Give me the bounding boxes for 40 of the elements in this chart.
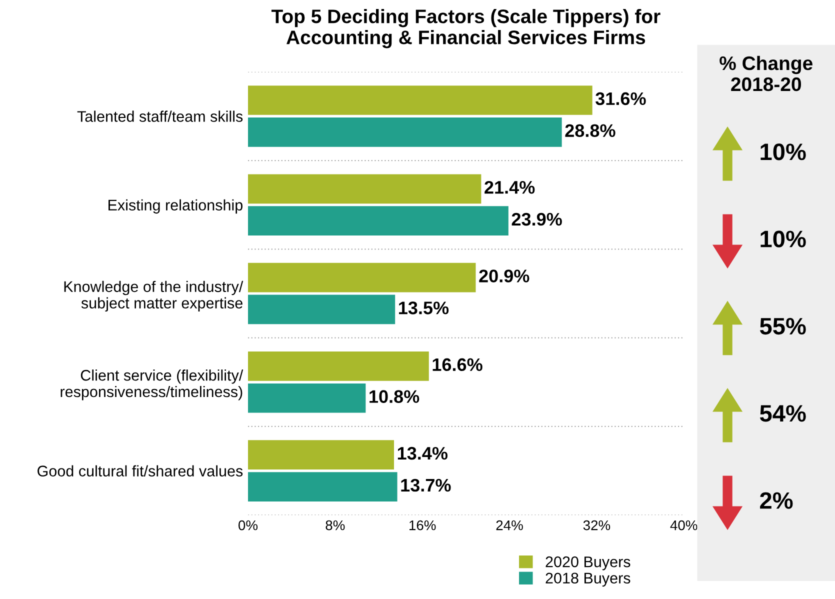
bar xyxy=(248,262,476,292)
data-label: 13.4% xyxy=(398,446,448,460)
bar xyxy=(248,440,394,470)
data-label: 23.9% xyxy=(512,212,562,226)
bar xyxy=(248,86,592,115)
bar xyxy=(248,117,562,147)
data-label: 20.9% xyxy=(479,270,530,282)
text: % Change 2018-20 xyxy=(720,56,812,92)
data-label: 28.8% xyxy=(565,124,616,138)
bar xyxy=(248,472,398,502)
bar xyxy=(248,206,508,236)
y-tick-label: Existing relationship xyxy=(108,199,242,214)
text: 54% xyxy=(760,405,806,422)
legend-label: 2020 Buyers xyxy=(546,556,630,570)
bar xyxy=(248,294,396,324)
x-tick-label: 8% xyxy=(326,520,345,530)
x-tick-label: 0% xyxy=(238,520,258,530)
y-tick-label: Knowledge of the industry/ subject matter expertise xyxy=(64,280,244,312)
bar xyxy=(248,383,366,413)
x-tick-label: 24% xyxy=(496,520,523,530)
y-tick-label: Talented staff/team skills xyxy=(77,110,243,122)
chart-title: Top 5 Deciding Factors (Scale Tippers) for Accounting & Financial Services Firms xyxy=(271,8,660,48)
data-label: 13.7% xyxy=(401,478,451,492)
text: 55% xyxy=(760,318,806,335)
y-tick-label: Client service (flexibility/ responsiveness/timeliness) xyxy=(60,370,244,400)
legend-label: 2018 Buyers xyxy=(546,572,630,587)
bar xyxy=(248,352,429,381)
data-label: 31.6% xyxy=(596,92,646,106)
text: 10% xyxy=(760,230,806,248)
text: 2% xyxy=(760,492,793,509)
x-tick-label: 40% xyxy=(670,520,698,530)
data-label: 21.4% xyxy=(484,180,535,194)
data-label: 16.6% xyxy=(432,358,482,372)
data-label: 10.8% xyxy=(370,390,420,403)
x-tick-label: 32% xyxy=(583,520,610,530)
bar xyxy=(248,174,482,204)
y-tick-label: Good cultural fit/shared values xyxy=(38,465,243,476)
data-label: 13.5% xyxy=(399,302,449,314)
text: 10% xyxy=(760,144,806,160)
x-tick-label: 16% xyxy=(410,520,436,530)
